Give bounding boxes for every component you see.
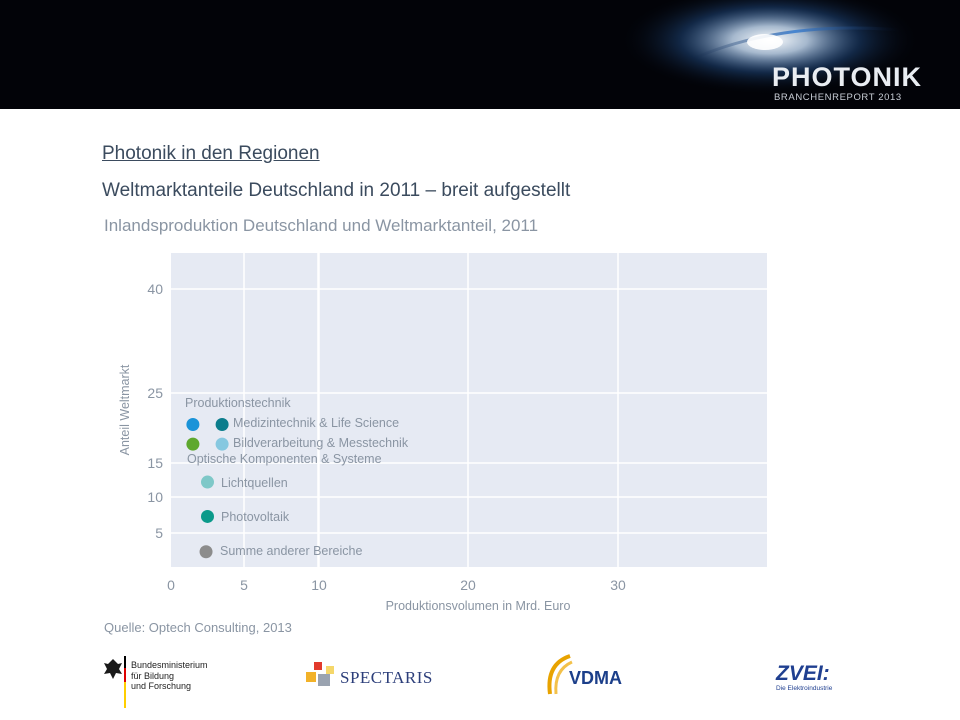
legend-label: Bildverarbeitung & Messtechnik: [233, 436, 409, 450]
x-tick-label: 30: [610, 577, 626, 593]
data-point: [186, 418, 200, 431]
data-point: [201, 475, 214, 489]
y-tick-label: 40: [147, 281, 163, 297]
spectaris-mark-icon: [306, 662, 334, 686]
spectaris-logo-text: SPECTARIS: [340, 668, 433, 687]
legend-label: Photovoltaik: [221, 510, 290, 524]
zvei-logo-subtext: Die Elektroindustrie: [776, 685, 833, 692]
bmbf-line-2: für Bildung: [131, 670, 175, 681]
x-tick-label: 5: [240, 577, 248, 593]
section-title[interactable]: Photonik in den Regionen: [102, 143, 320, 164]
legend-label: Medizintechnik & Life Science: [233, 416, 399, 430]
data-point: [199, 545, 213, 559]
brand-subtitle: BRANCHENREPORT 2013: [774, 92, 902, 103]
y-tick-label: 10: [147, 489, 163, 505]
starburst-graphic: [620, 0, 920, 95]
source-note: Quelle: Optech Consulting, 2013: [104, 620, 292, 635]
legend-label: Lichtquellen: [221, 476, 288, 490]
bmbf-line-3: und Forschung: [131, 681, 192, 691]
legend-label: Optische Komponenten & Systeme: [187, 452, 382, 466]
x-tick-label: 0: [167, 577, 175, 593]
chart-title: Inlandsproduktion Deutschland und Weltma…: [104, 216, 539, 235]
slide-headline: Weltmarktanteile Deutschland in 2011 – b…: [102, 180, 571, 201]
header-banner: PHOTONIK BRANCHENREPORT 2013: [0, 0, 960, 109]
bmbf-line-1: Bundesministerium: [131, 660, 208, 670]
bmbf-logo-text: Bundesministerium für Bildung und Forsch…: [131, 660, 211, 692]
data-point: [201, 509, 214, 523]
y-tick-label: 15: [147, 455, 163, 471]
data-point: [215, 437, 229, 451]
legend-label: Summe anderer Bereiche: [220, 544, 362, 558]
data-point: [186, 437, 200, 451]
y-tick-label: 5: [155, 525, 163, 541]
zvei-logo-text: ZVEI:: [776, 662, 830, 685]
federal-eagle-icon: [100, 656, 126, 708]
y-tick-label: 25: [147, 385, 163, 401]
x-tick-label: 10: [311, 577, 327, 593]
plot-area: [171, 253, 767, 567]
vdma-arc-icon: [547, 654, 573, 695]
legend-label: Produktionstechnik: [185, 396, 291, 410]
vdma-logo-text: VDMA: [569, 668, 622, 688]
x-tick-label: 20: [460, 577, 476, 593]
x-axis-title: Produktionsvolumen in Mrd. Euro: [386, 599, 571, 613]
brand-title: PHOTONIK: [772, 62, 923, 92]
data-point: [215, 418, 229, 431]
y-axis-title: Anteil Weltmarkt: [118, 364, 132, 455]
